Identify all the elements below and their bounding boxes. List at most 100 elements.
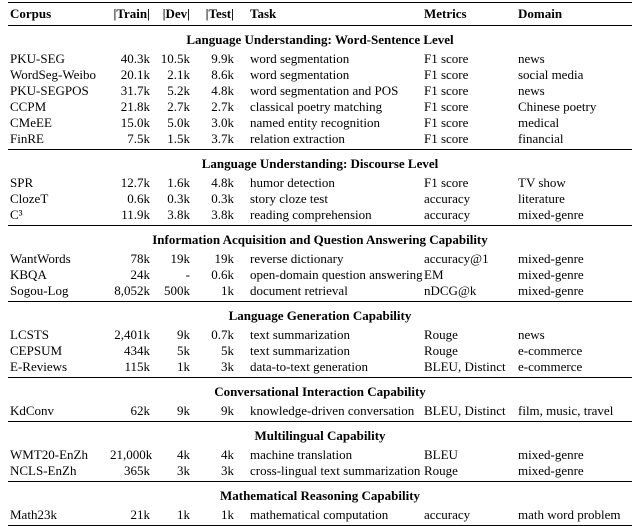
cell: 3k: [221, 463, 234, 478]
cell: 1k: [221, 283, 234, 298]
cell: social media: [518, 67, 584, 82]
page: Corpus |Train| |Dev| |Test| Task Metrics Domai…: [8, 2, 632, 526]
data-row: KBQA 24k - 0.6k open-domain question answeri…: [8, 267, 632, 283]
cell: 10.5k: [160, 51, 190, 66]
section-row: Language Generation Capability: [8, 301, 632, 327]
cell: knowledge-driven conversation: [250, 403, 415, 418]
cell: F1 score: [424, 83, 469, 98]
column-header: |Train|: [113, 6, 150, 21]
cell: 78k: [130, 251, 151, 266]
cell: reverse dictionary: [250, 251, 344, 266]
data-row: E-Reviews 115k 1k 3k data-to-text generation…: [8, 359, 632, 378]
cell: 4k: [177, 447, 190, 462]
cell: WMT20-EnZh: [10, 447, 88, 462]
column-header: Domain: [518, 6, 563, 21]
cell: Rouge: [424, 327, 458, 342]
cell: 0.7k: [211, 327, 234, 342]
header-row: Corpus |Train| |Dev| |Test| Task Metrics Domai…: [8, 3, 632, 26]
cell: 3.8k: [167, 207, 190, 222]
data-row: Math23k 21k 1k 1k mathematical computation ac…: [8, 507, 632, 526]
cell: 9k: [177, 327, 190, 342]
cell: F1 score: [424, 51, 469, 66]
cell: Chinese poetry: [518, 99, 597, 114]
cell: 7.5k: [127, 131, 150, 146]
cell: 5.2k: [167, 83, 190, 98]
section-row: Mathematical Reasoning Capability: [8, 481, 632, 507]
cell: named entity recognition: [250, 115, 380, 130]
cell: text summarization: [250, 327, 351, 342]
cell: word segmentation: [250, 67, 350, 82]
cell: 2,401k: [114, 327, 150, 342]
cell: 1.5k: [167, 131, 190, 146]
cell: LCSTS: [10, 327, 50, 342]
cell: 31.7k: [120, 83, 150, 98]
cell: C³: [10, 207, 23, 222]
cell: 2.7k: [211, 99, 234, 114]
cell: relation extraction: [250, 131, 345, 146]
cell: word segmentation and POS: [250, 83, 399, 98]
cell: financial: [518, 131, 564, 146]
cell: 4.8k: [211, 175, 234, 190]
cell: data-to-text generation: [250, 359, 369, 374]
cell: EM: [424, 267, 444, 282]
section-title: Conversational Interaction Capability: [8, 377, 632, 403]
section-title: Information Acquisition and Question Ans…: [8, 225, 632, 251]
cell: WordSeg-Weibo: [10, 67, 96, 82]
section-row: Language Understanding: Discourse Level: [8, 149, 632, 175]
cell: -: [185, 267, 190, 282]
data-row: Sogou-Log 8,052k 500k 1k document retrieval n…: [8, 283, 632, 302]
cell: 20.1k: [120, 67, 150, 82]
cell: 15.0k: [120, 115, 150, 130]
cell: CMeEE: [10, 115, 52, 130]
cell: TV show: [518, 175, 566, 190]
column-header: Task: [250, 6, 277, 21]
section-title: Language Understanding: Word-Sentence Le…: [8, 25, 632, 51]
data-row: ClozeT 0.6k 0.3k 0.3k story cloze test accura…: [8, 191, 632, 207]
cell: 3.8k: [211, 207, 234, 222]
cell: F1 score: [424, 67, 469, 82]
data-row: SPR 12.7k 1.6k 4.8k humor detection F1 score T…: [8, 175, 632, 191]
cell: mathematical computation: [250, 507, 389, 522]
cell: 3.7k: [211, 131, 234, 146]
cell: 5.0k: [167, 115, 190, 130]
cell: accuracy: [424, 191, 471, 206]
cell: 434k: [124, 343, 150, 358]
cell: classical poetry matching: [250, 99, 383, 114]
cell: 9.9k: [211, 51, 234, 66]
section-title: Multilingual Capability: [8, 421, 632, 447]
cell: mixed-genre: [518, 267, 584, 282]
cell: mixed-genre: [518, 251, 584, 266]
cell: 1k: [177, 359, 190, 374]
data-row: C³ 11.9k 3.8k 3.8k reading comprehension accu…: [8, 207, 632, 226]
cell: 0.3k: [211, 191, 234, 206]
cell: 2.7k: [167, 99, 190, 114]
section-row: Multilingual Capability: [8, 421, 632, 447]
cell: SPR: [10, 175, 34, 190]
cell: 365k: [124, 463, 150, 478]
cell: math word problem: [518, 507, 621, 522]
cell: BLEU, Distinct: [424, 359, 506, 374]
data-row: CMeEE 15.0k 5.0k 3.0k named entity recogniti…: [8, 115, 632, 131]
cell: CEPSUM: [10, 343, 63, 358]
cell: 5k: [221, 343, 234, 358]
cell: KBQA: [10, 267, 47, 282]
cell: F1 score: [424, 175, 469, 190]
cell: document retrieval: [250, 283, 348, 298]
cell: 9k: [221, 403, 234, 418]
cell: PKU-SEG: [10, 51, 65, 66]
cell: 500k: [164, 283, 190, 298]
cell: 4.8k: [211, 83, 234, 98]
cell: story cloze test: [250, 191, 328, 206]
cell: text summarization: [250, 343, 351, 358]
data-row: KdConv 62k 9k 9k knowledge-driven conversati…: [8, 403, 632, 422]
cell: BLEU, Distinct: [424, 403, 506, 418]
data-row: PKU-SEG 40.3k 10.5k 9.9k word segmentation F1…: [8, 51, 632, 67]
data-row: CCPM 21.8k 2.7k 2.7k classical poetry matchi…: [8, 99, 632, 115]
cell: NCLS-EnZh: [10, 463, 77, 478]
cell: 2.1k: [167, 67, 190, 82]
cell: nDCG@k: [424, 283, 477, 298]
cell: 9k: [177, 403, 190, 418]
cell: 4k: [221, 447, 234, 462]
section-title: Mathematical Reasoning Capability: [8, 481, 632, 507]
cell: 1k: [221, 507, 234, 522]
